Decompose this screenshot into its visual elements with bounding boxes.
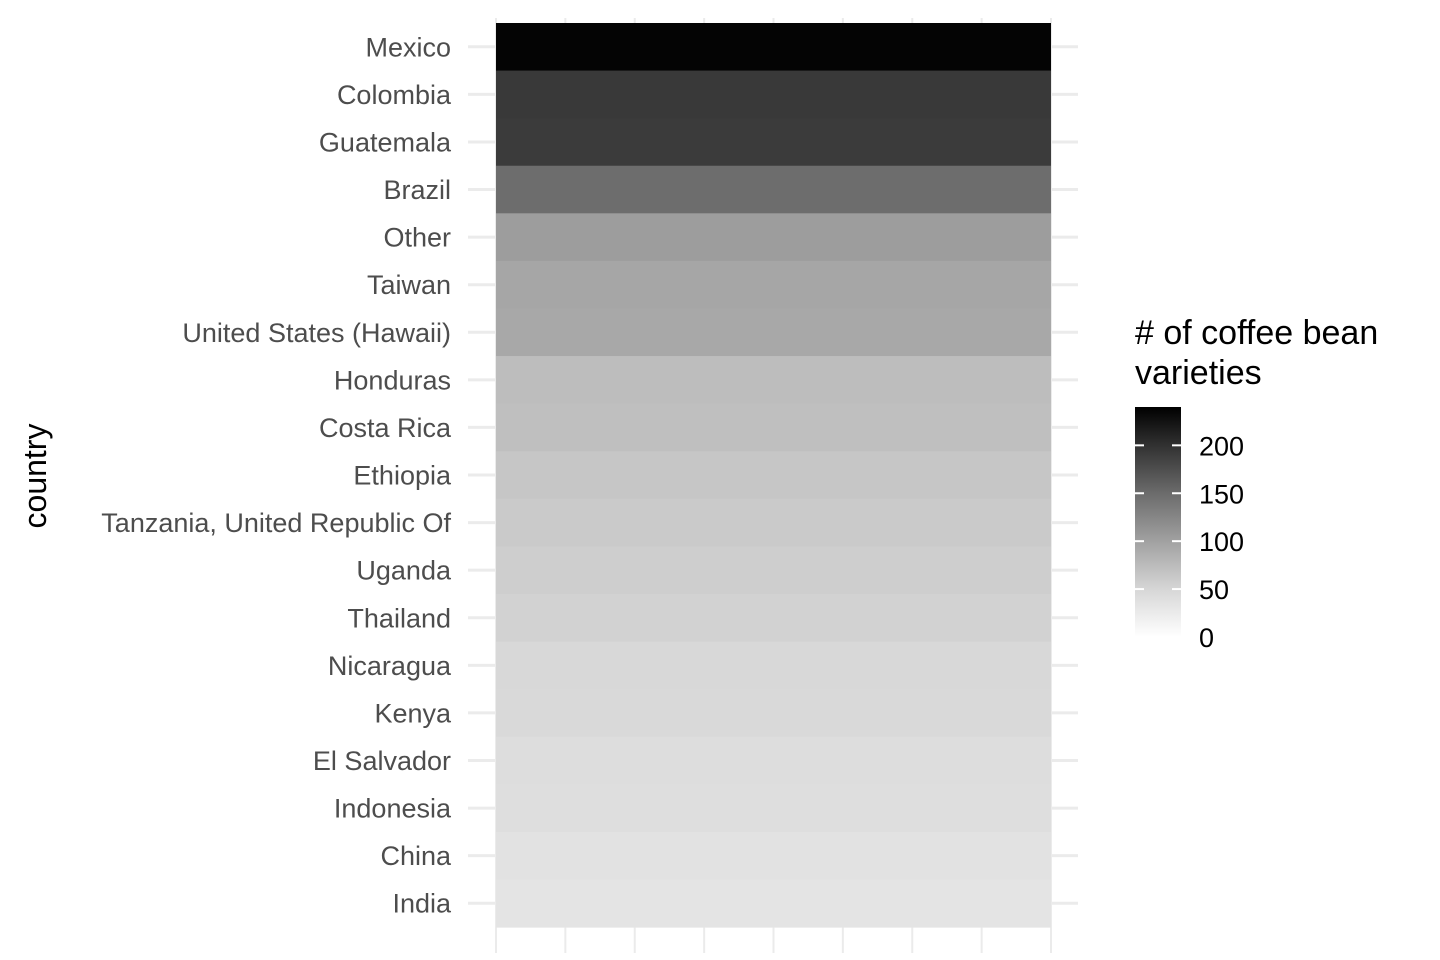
y-tick-label: Colombia: [337, 80, 452, 110]
legend-title-line2: varieties: [1135, 354, 1262, 392]
heatmap-tile-mexico: [496, 23, 1051, 72]
y-tick-label: Indonesia: [334, 794, 452, 824]
y-tick-label: Costa Rica: [319, 413, 452, 443]
heatmap-tiles: [496, 23, 1051, 928]
legend: # of coffee bean varieties 0 50 100 150 200: [1135, 314, 1378, 653]
y-tick-label: Brazil: [383, 175, 451, 205]
legend-ticks: 0 50 100 150 200: [1135, 431, 1244, 653]
heatmap-tile-india: [496, 879, 1051, 928]
heatmap-tile-thailand: [496, 593, 1051, 643]
y-tick-label: Nicaragua: [328, 651, 452, 681]
heatmap-tile-brazil: [496, 165, 1051, 214]
y-tick-label: Other: [383, 223, 451, 253]
y-tick-label: Uganda: [356, 556, 452, 586]
heatmap-tile-nicaragua: [496, 641, 1051, 690]
heatmap-tile-costa-rica: [496, 403, 1051, 452]
y-tick-label: Mexico: [365, 32, 451, 62]
legend-tick-label: 50: [1199, 575, 1229, 605]
heatmap-tile-indonesia: [496, 784, 1051, 833]
heatmap-tile-honduras: [496, 356, 1051, 405]
y-axis-title: country: [17, 424, 53, 529]
heatmap-tile-colombia: [496, 70, 1051, 119]
y-tick-labels: Mexico Colombia Guatemala Brazil Other Taiwan…: [101, 32, 452, 918]
y-tick-label: Taiwan: [367, 270, 451, 300]
y-tick-label: Kenya: [374, 698, 452, 728]
legend-tick-label: 100: [1199, 527, 1244, 557]
y-tick-label: Honduras: [334, 365, 451, 395]
heatmap-tile-kenya: [496, 689, 1051, 738]
y-tick-label: India: [392, 889, 452, 919]
legend-colorbar: [1135, 407, 1181, 637]
legend-title-line1: # of coffee bean: [1135, 314, 1378, 352]
legend-tick-label: 0: [1199, 623, 1214, 653]
heatmap-tile-el-salvador: [496, 736, 1051, 785]
y-tick-label: Guatemala: [319, 127, 452, 157]
heatmap-tile-united-states-hawaii: [496, 308, 1051, 357]
heatmap-tile-guatemala: [496, 118, 1051, 167]
legend-tick-label: 200: [1199, 431, 1244, 461]
heatmap-tile-ethiopia: [496, 451, 1051, 500]
y-tick-label: Tanzania, United Republic Of: [101, 508, 451, 538]
y-tick-label: Thailand: [347, 603, 451, 633]
y-tick-label: Ethiopia: [353, 461, 452, 491]
legend-tick-label: 150: [1199, 479, 1244, 509]
y-tick-label: El Salvador: [313, 746, 451, 776]
heatmap-tile-taiwan: [496, 260, 1051, 310]
heatmap-tile-china: [496, 831, 1051, 881]
y-tick-label: China: [380, 841, 452, 871]
y-tick-label: United States (Hawaii): [182, 318, 451, 348]
heatmap-tile-uganda: [496, 546, 1051, 595]
heatmap-tile-other: [496, 213, 1051, 262]
heatmap-tile-tanzania-united-republic-of: [496, 498, 1051, 547]
